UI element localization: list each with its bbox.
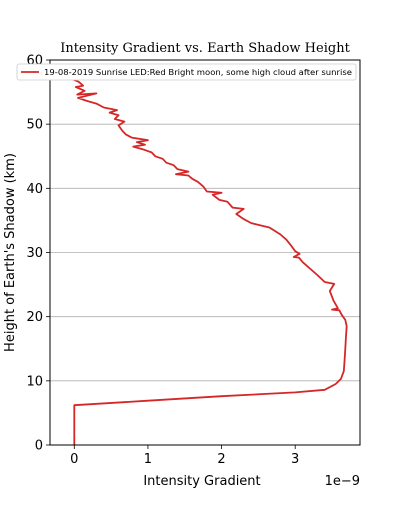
y-axis-label: Height of Earth's Shadow (km) — [3, 153, 18, 352]
series-layer — [71, 75, 348, 445]
chart-title: Intensity Gradient vs. Earth Shadow Heig… — [60, 41, 350, 56]
legend-entry-label: 19-08-2019 Sunrise LED:Red Bright moon, … — [44, 68, 352, 77]
y-tick-label: 40 — [26, 182, 43, 197]
x-tick-label: 3 — [291, 452, 299, 467]
y-tick-label: 30 — [26, 246, 43, 261]
y-tick-label: 50 — [26, 118, 43, 133]
x-tick-label: 2 — [217, 452, 225, 467]
x-axis-label: Intensity Gradient — [143, 474, 260, 489]
y-tick-label: 10 — [26, 374, 43, 389]
y-tick-label: 0 — [35, 439, 43, 454]
x-tick-label: 1 — [144, 452, 152, 467]
series-line — [71, 75, 348, 445]
x-offset-label: 1e−9 — [325, 474, 360, 489]
legend-box — [16, 63, 357, 81]
x-tick-label: 0 — [70, 452, 78, 467]
y-tick-label: 20 — [26, 310, 43, 325]
legend: 19-08-2019 Sunrise LED:Red Bright moon, … — [16, 63, 357, 81]
